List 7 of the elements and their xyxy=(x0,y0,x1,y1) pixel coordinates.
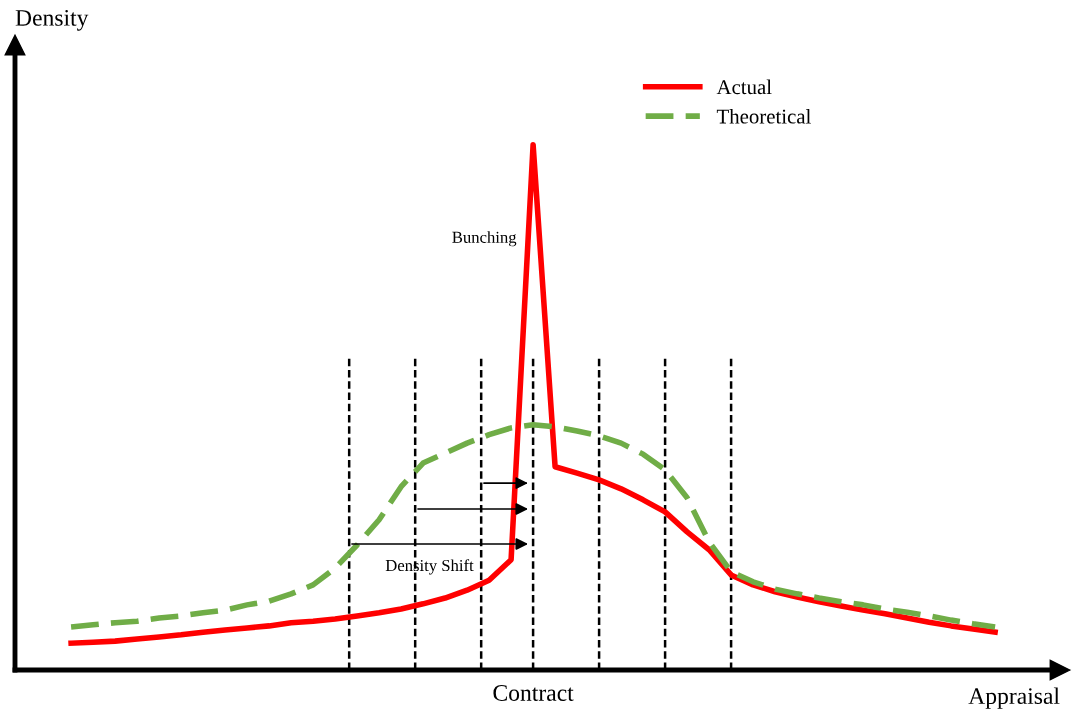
text: Contract xyxy=(493,685,574,701)
x-axis-title: Appraisal xyxy=(968,687,1060,709)
legend-label: Theoretical xyxy=(716,108,811,124)
legend-label: Actual xyxy=(716,79,772,95)
annotation: Density Shift xyxy=(385,559,474,575)
y-axis-title: Density xyxy=(15,9,89,31)
annotation: Bunching xyxy=(452,231,517,247)
